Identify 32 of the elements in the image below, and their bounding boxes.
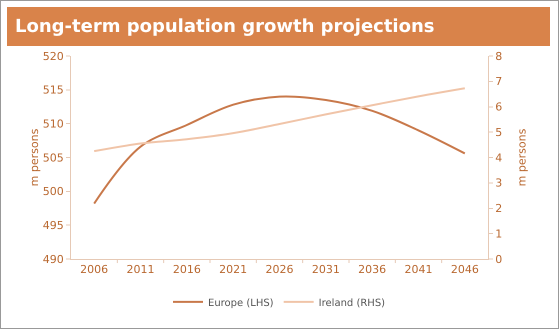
x-tick-label: 2006 bbox=[80, 263, 108, 276]
y2-tick-label: 5 bbox=[495, 126, 502, 139]
x-tick-label: 2011 bbox=[126, 263, 154, 276]
y2-tick-label: 2 bbox=[495, 202, 502, 216]
x-tick-label: 2036 bbox=[358, 263, 386, 276]
y-tick-label: 495 bbox=[42, 219, 64, 232]
x-tick-label: 2026 bbox=[266, 263, 294, 276]
y2-tick-label: 4 bbox=[495, 151, 502, 164]
y2-tick-label: 8 bbox=[495, 50, 502, 63]
chart-title: Long-term population growth projections bbox=[7, 7, 550, 46]
y-tick-label: 505 bbox=[42, 151, 64, 164]
line-series bbox=[93, 95, 466, 205]
y-tick-label: 520 bbox=[42, 50, 64, 63]
y2-tick-label: 3 bbox=[495, 176, 502, 190]
line-series bbox=[93, 87, 466, 152]
y2-axis-title: m persons bbox=[516, 128, 528, 186]
x-tick-label: 2041 bbox=[404, 263, 432, 276]
x-tick-label: 2031 bbox=[312, 263, 340, 276]
y-tick-label: 510 bbox=[42, 118, 64, 131]
y-tick-label: 500 bbox=[42, 185, 64, 198]
y2-tick-label: 0 bbox=[495, 252, 502, 266]
legend-label: Ireland (RHS) bbox=[318, 298, 386, 309]
x-tick-label: 2016 bbox=[172, 263, 201, 276]
x-tick-label: 2046 bbox=[450, 263, 479, 276]
y-axis-title: m persons bbox=[28, 128, 41, 186]
y-tick-label: 490 bbox=[42, 252, 64, 266]
legend-label: Europe (LHS) bbox=[208, 298, 274, 309]
x-tick-label: 2021 bbox=[219, 263, 248, 276]
y2-tick-label: 6 bbox=[495, 100, 502, 114]
y2-tick-label: 7 bbox=[495, 75, 502, 88]
y2-tick-label: 1 bbox=[495, 227, 502, 240]
y-tick-label: 515 bbox=[42, 84, 64, 97]
